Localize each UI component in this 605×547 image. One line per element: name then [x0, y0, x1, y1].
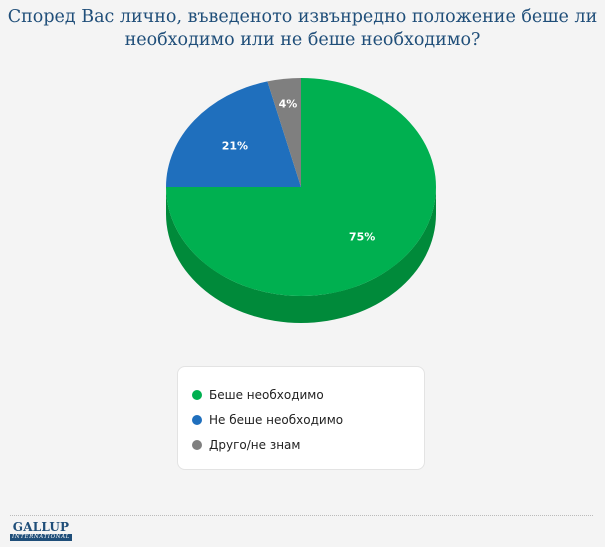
legend-item-not-necessary[interactable]: Не беше необходимо [178, 407, 424, 432]
logo-main-text: GALLUP [12, 520, 70, 534]
data-label-2: 4% [279, 98, 298, 111]
chart-title-line-2: необходимо или не беше необходимо? [124, 30, 481, 50]
data-label-0: 75% [349, 230, 375, 243]
data-label-1: 21% [222, 140, 248, 153]
legend-item-other[interactable]: Друго/не знам [178, 432, 424, 457]
logo-sub-text: INTERNATIONAL [10, 534, 72, 541]
legend-label: Не беше необходимо [209, 412, 344, 427]
legend-swatch [192, 439, 202, 450]
pie-slice-1[interactable] [166, 81, 301, 187]
pie-side-0 [166, 187, 436, 323]
pie-slice-2[interactable] [267, 78, 301, 187]
pie-chart: 75% 21% 4% [166, 78, 436, 323]
chart-title-line-1: Според Вас лично, въведеното извънредно … [7, 7, 598, 27]
legend-label: Друго/не знам [209, 437, 301, 452]
gallup-logo: GALLUP INTERNATIONAL [10, 520, 72, 541]
legend-swatch [192, 389, 202, 400]
chart-title: Според Вас лично, въведеното извънредно … [0, 6, 605, 52]
legend-label: Беше необходимо [209, 387, 324, 402]
legend-item-necessary[interactable]: Беше необходимо [178, 382, 424, 407]
legend: Беше необходимо Не беше необходимо Друго… [177, 366, 425, 470]
legend-swatch [192, 414, 202, 425]
footer-divider [10, 515, 593, 516]
